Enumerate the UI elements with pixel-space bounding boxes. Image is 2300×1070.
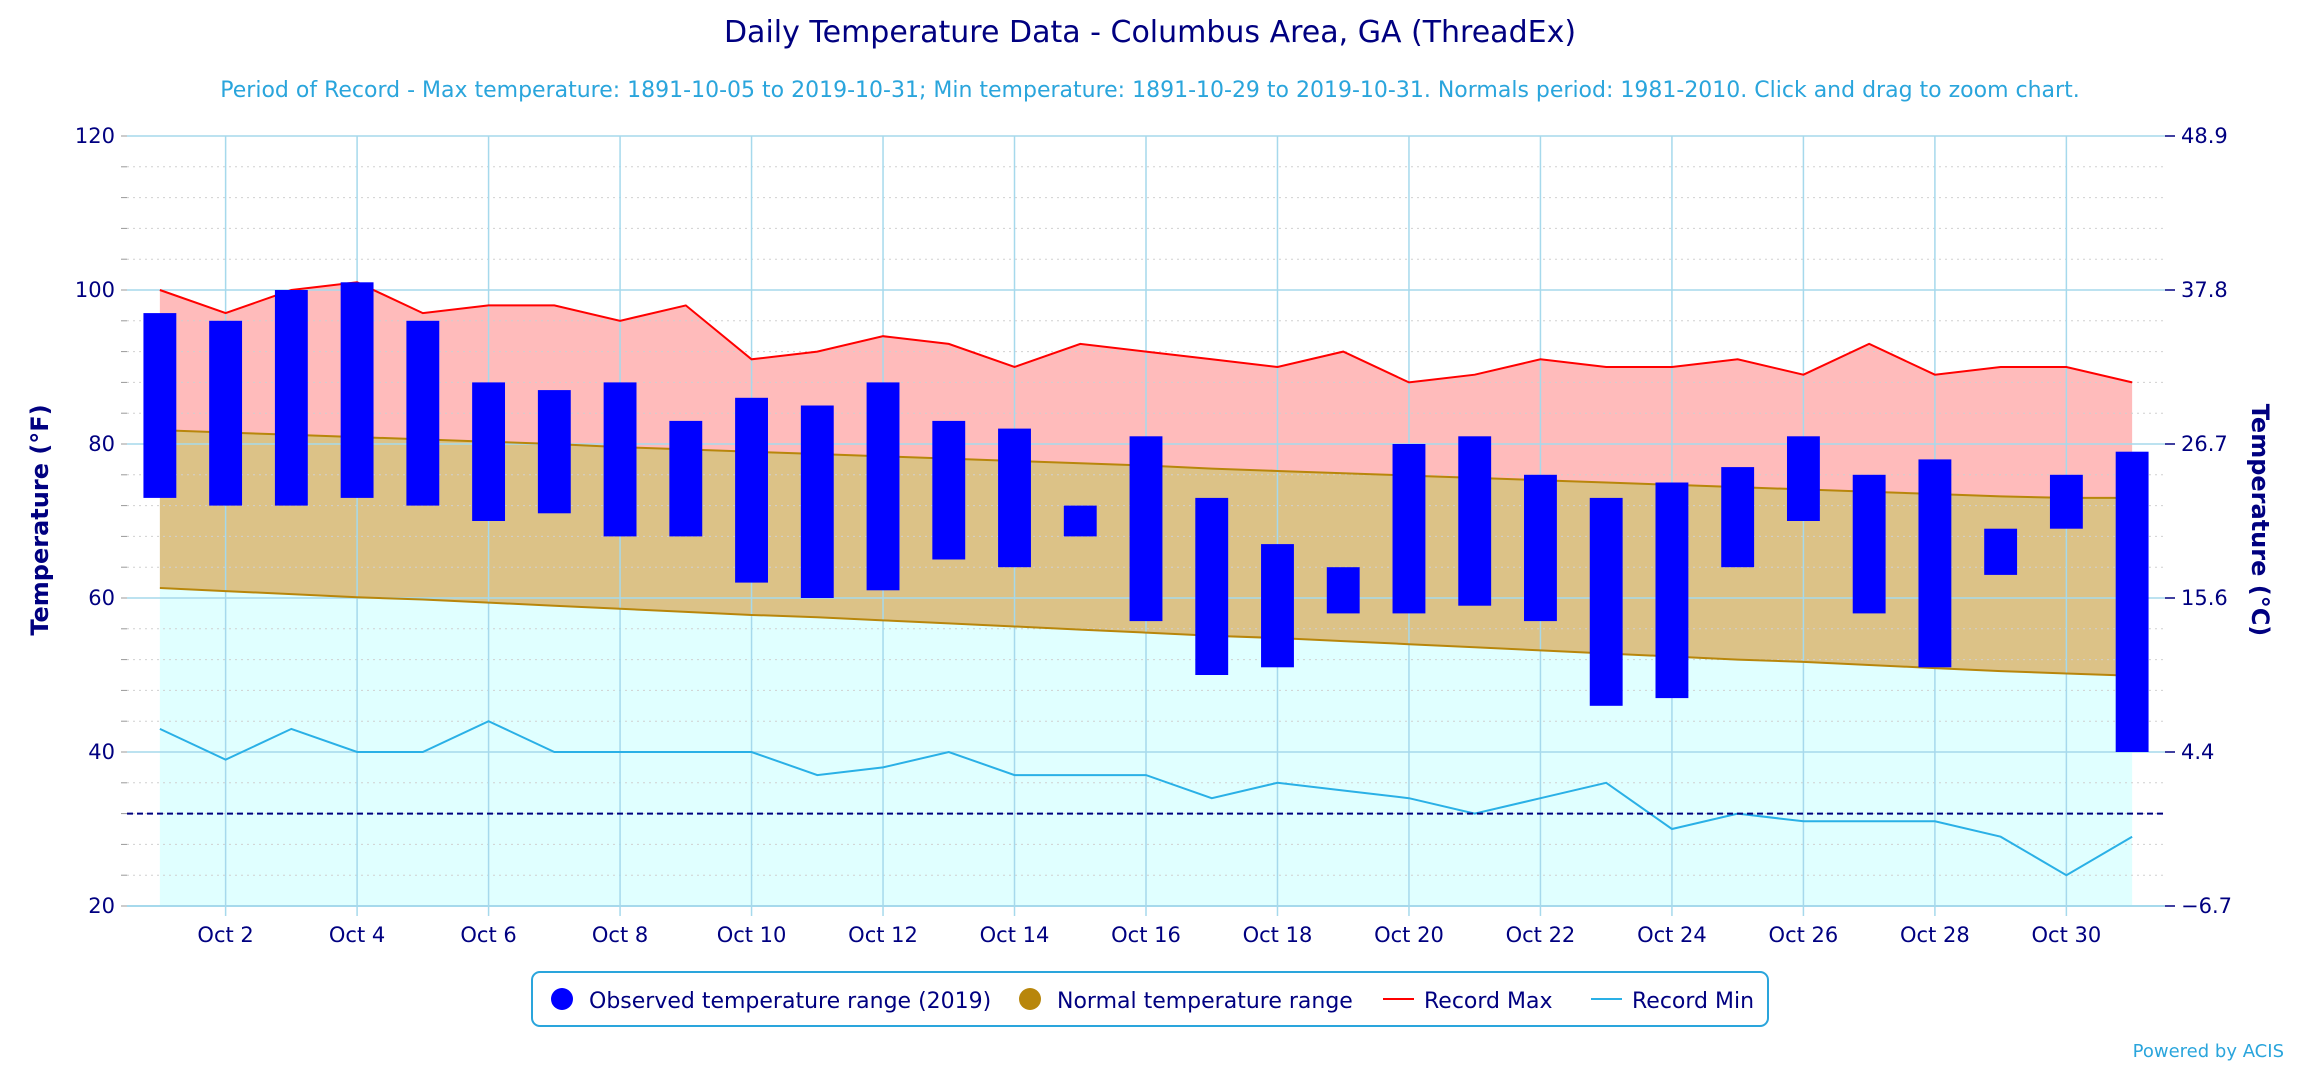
x-tick-label: Oct 4 — [329, 923, 385, 947]
y-tick-label-right: −6.7 — [2181, 894, 2232, 918]
observed-bar[interactable] — [1918, 459, 1952, 668]
legend-record-max-label: Record Max — [1424, 989, 1553, 1014]
observed-bar[interactable] — [209, 320, 243, 506]
observed-bar[interactable] — [1326, 567, 1360, 614]
y-tick-label-left: 40 — [88, 740, 115, 764]
observed-bar[interactable] — [143, 313, 177, 498]
legend-record-min-label: Record Min — [1632, 989, 1754, 1014]
y-tick-label-left: 60 — [88, 586, 115, 610]
legend-normal-symbol — [1019, 988, 1041, 1010]
y-tick-label-right: 4.4 — [2181, 740, 2214, 764]
legend-observed-symbol — [551, 988, 573, 1010]
x-tick-label: Oct 18 — [1243, 923, 1313, 947]
y-tick-label-left: 80 — [88, 432, 115, 456]
y-tick-label-right: 37.8 — [2181, 278, 2228, 302]
y-tick-label-right: 26.7 — [2181, 432, 2228, 456]
chart-subtitle: Period of Record - Max temperature: 1891… — [220, 78, 2079, 103]
x-tick-label: Oct 24 — [1637, 923, 1707, 947]
x-tick-label: Oct 30 — [2032, 923, 2102, 947]
x-tick-label: Oct 2 — [197, 923, 253, 947]
legend-normal-label: Normal temperature range — [1057, 989, 1353, 1014]
observed-bar[interactable] — [1589, 497, 1623, 706]
observed-bar[interactable] — [800, 405, 834, 599]
y-tick-label-left: 20 — [88, 894, 115, 918]
observed-bar[interactable] — [537, 390, 571, 514]
observed-bar[interactable] — [669, 420, 703, 537]
x-tick-label: Oct 6 — [460, 923, 516, 947]
legend-observed-label: Observed temperature range (2019) — [589, 989, 991, 1014]
legend-item-normal[interactable]: Normal temperature range — [1019, 988, 1353, 1014]
normal-low-line — [159, 586, 2133, 677]
x-tick-label: Oct 26 — [1769, 923, 1839, 947]
legend-box — [531, 971, 1769, 1027]
observed-bar[interactable] — [472, 382, 506, 521]
record-max-line — [159, 281, 2133, 384]
observed-bar[interactable] — [406, 320, 440, 506]
observed-bar[interactable] — [1852, 474, 1886, 614]
y-axis-right-title: Temperature (°C) — [2246, 404, 2274, 637]
record-min-line — [159, 720, 2133, 877]
y-axis-left-title: Temperature (°F) — [26, 404, 54, 635]
observed-bar[interactable] — [603, 382, 637, 537]
observed-bar[interactable] — [2049, 474, 2083, 529]
observed-bar[interactable] — [866, 382, 900, 591]
y-tick-label-left: 120 — [75, 124, 115, 148]
x-tick-label: Oct 8 — [592, 923, 648, 947]
y-tick-label-right: 15.6 — [2181, 586, 2228, 610]
observed-bar[interactable] — [1721, 467, 1755, 568]
observed-bar[interactable] — [735, 397, 768, 583]
observed-bar[interactable] — [274, 290, 308, 506]
observed-bar[interactable] — [2115, 451, 2149, 752]
observed-bar[interactable] — [1786, 436, 1820, 521]
observed-bar[interactable] — [1195, 497, 1229, 675]
legend-item-record-min[interactable]: Record Min — [1591, 989, 1754, 1014]
observed-bar[interactable] — [1458, 436, 1492, 606]
legend-item-record-max[interactable]: Record Max — [1383, 989, 1553, 1014]
observed-bar[interactable] — [1129, 436, 1163, 622]
observed-bar[interactable] — [1984, 528, 2018, 575]
legend-item-observed[interactable]: Observed temperature range (2019) — [551, 988, 991, 1014]
x-tick-label: Oct 14 — [980, 923, 1050, 947]
x-tick-label: Oct 28 — [1900, 923, 1970, 947]
chart-title: Daily Temperature Data - Columbus Area, … — [724, 15, 1576, 50]
observed-bar[interactable] — [1392, 444, 1426, 614]
observed-bars-layer — [143, 282, 2149, 752]
y-tick-label-left: 100 — [75, 278, 115, 302]
axes-layer: Oct 2 Oct 4 Oct 6 Oct 8 Oct 10 Oct 12 Oct 14 Oc… — [75, 124, 2232, 947]
y-tick-label-right: 48.9 — [2181, 124, 2228, 148]
x-tick-label: Oct 12 — [848, 923, 918, 947]
observed-bar[interactable] — [932, 420, 966, 560]
observed-bar[interactable] — [1261, 544, 1294, 668]
x-tick-label: Oct 10 — [717, 923, 787, 947]
observed-bar[interactable] — [340, 282, 374, 498]
x-tick-label: Oct 22 — [1506, 923, 1576, 947]
observed-bar[interactable] — [1655, 482, 1689, 699]
x-tick-label: Oct 20 — [1374, 923, 1444, 947]
observed-bar[interactable] — [1524, 474, 1557, 622]
x-tick-label: Oct 16 — [1111, 923, 1181, 947]
credit-link[interactable]: Powered by ACIS — [2133, 1041, 2284, 1062]
legend: Observed temperature range (2019) Normal… — [531, 971, 1769, 1027]
observed-bar[interactable] — [998, 428, 1031, 568]
observed-bar[interactable] — [1063, 505, 1097, 537]
